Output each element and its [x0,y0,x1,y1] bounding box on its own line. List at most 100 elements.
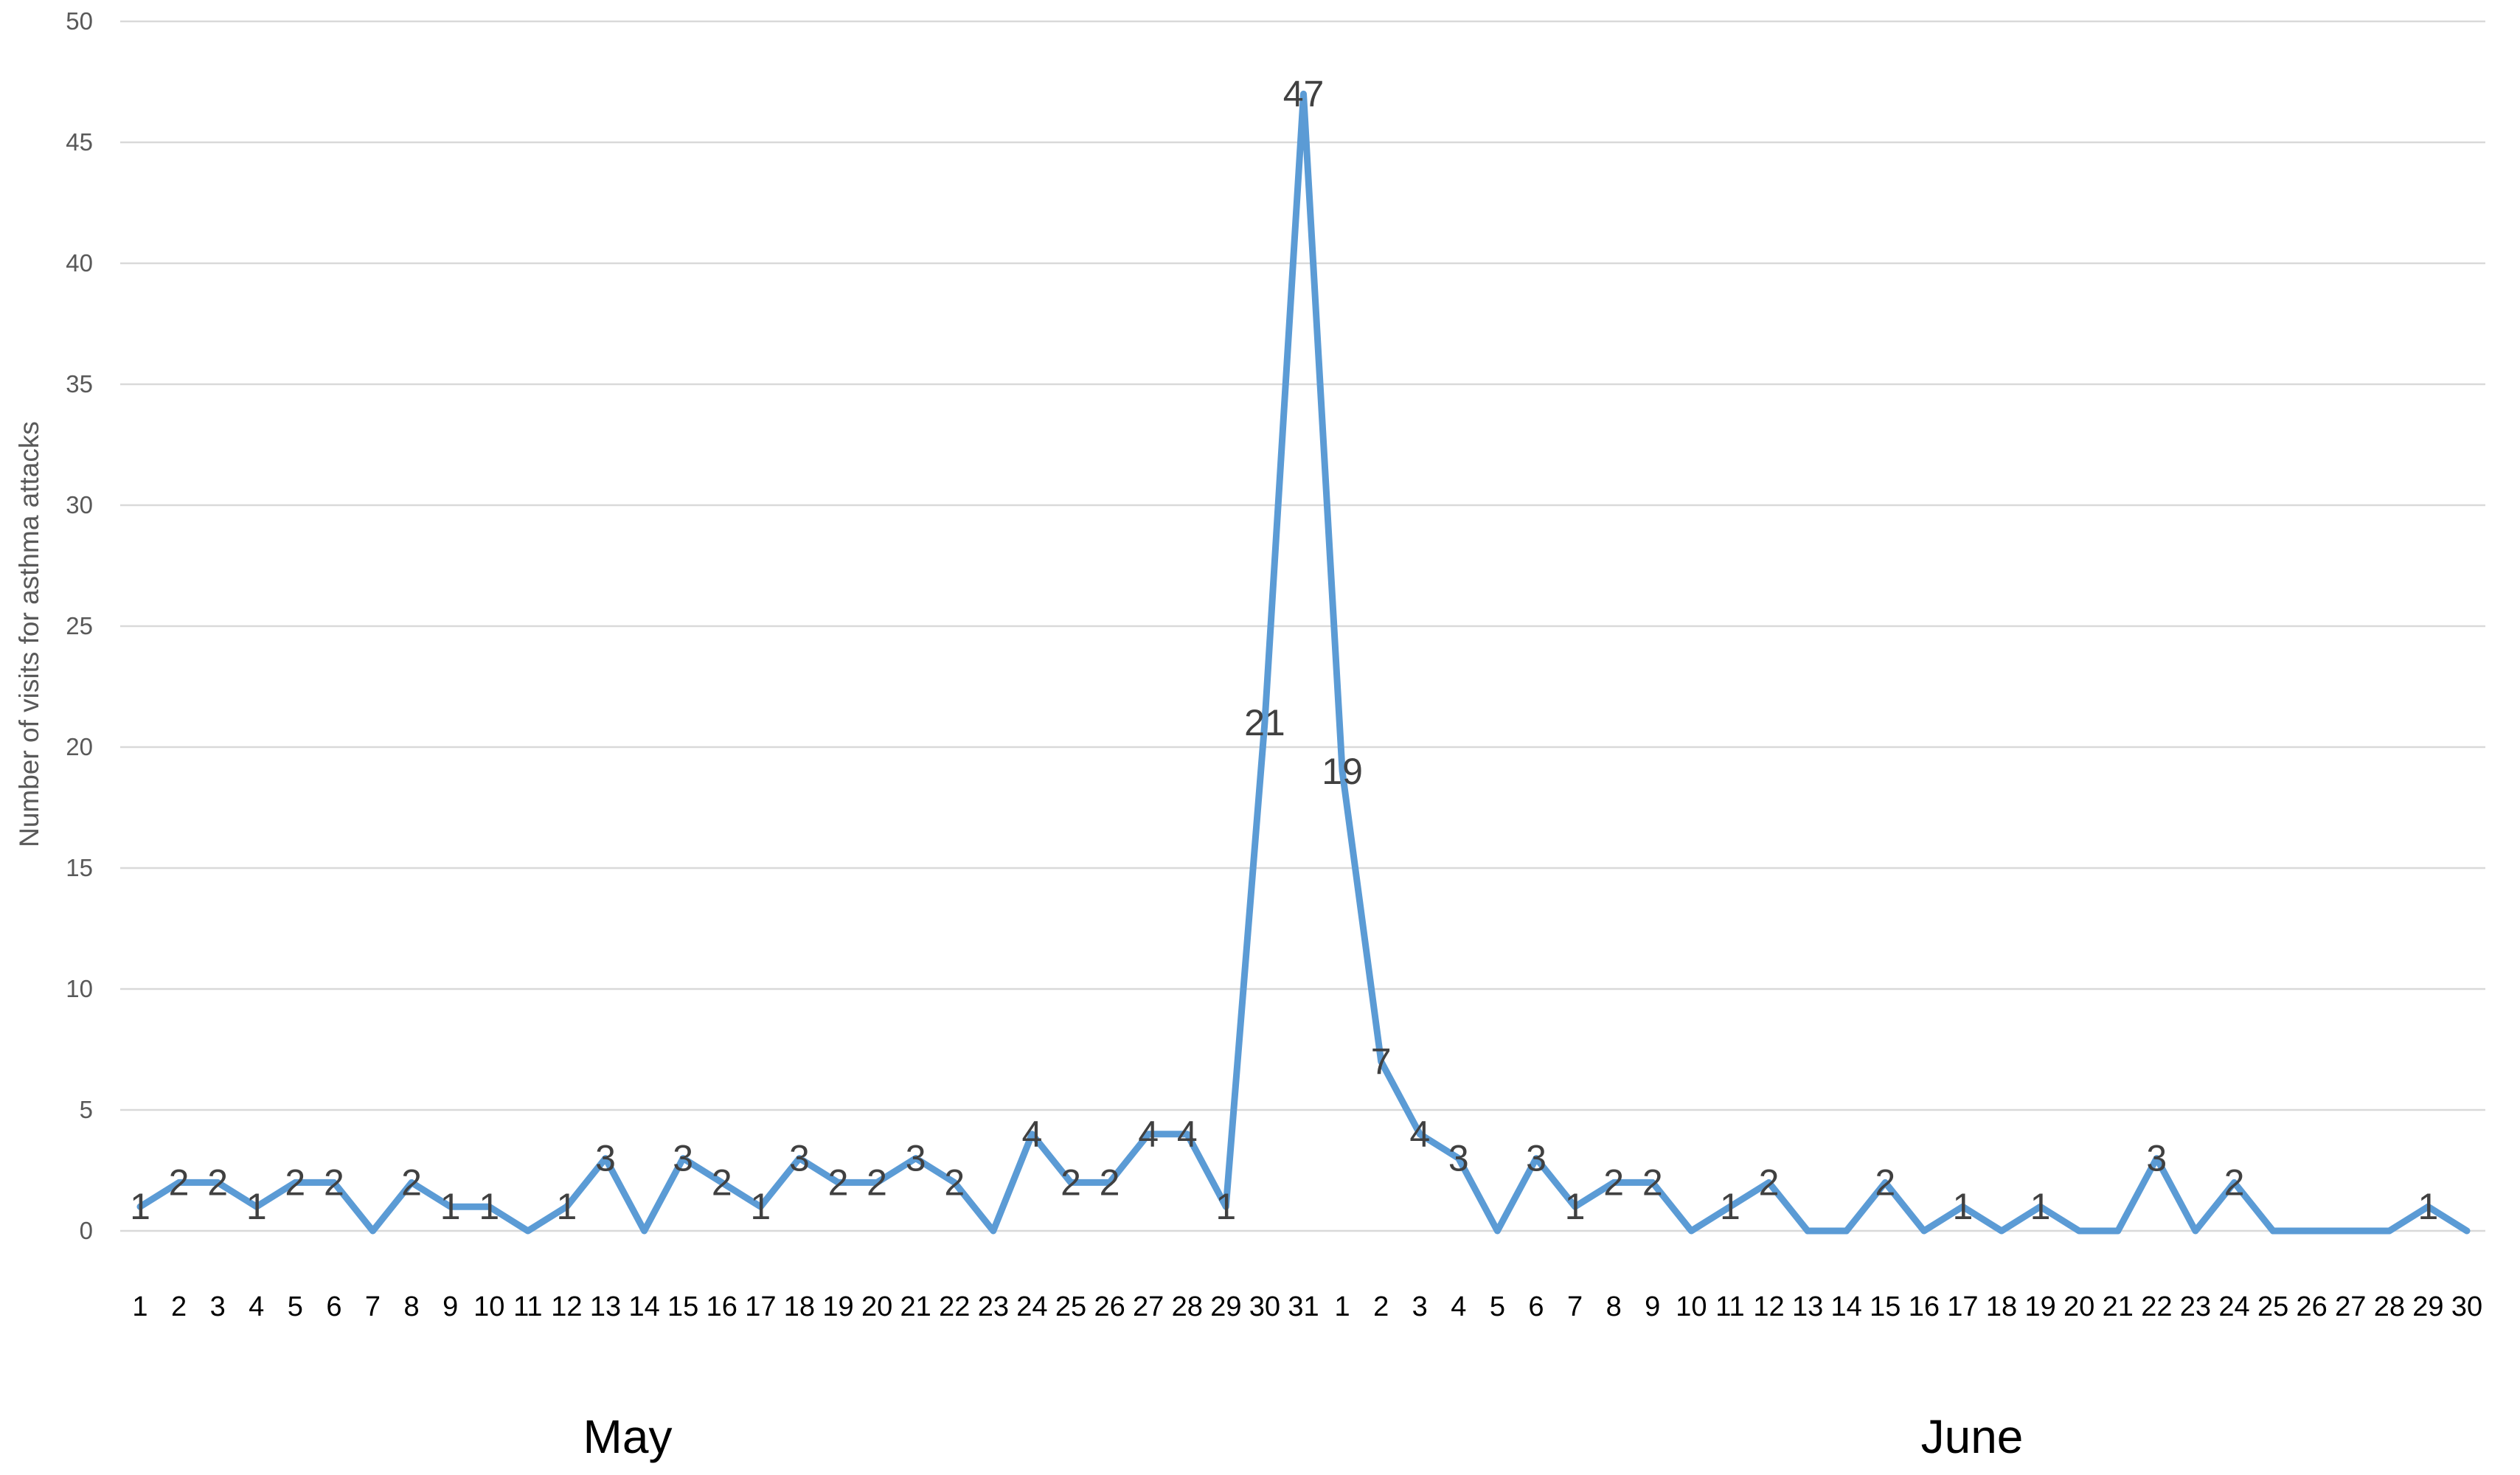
x-tick-label: 7 [365,1291,381,1322]
x-tick-label: 5 [288,1291,303,1322]
x-tick-label: 16 [707,1291,737,1322]
data-label: 2 [1100,1162,1120,1203]
x-tick-label: 2 [1373,1291,1389,1322]
y-tick-label: 45 [66,128,93,156]
data-label: 3 [673,1138,693,1179]
data-label: 2 [324,1162,344,1203]
data-label: 2 [285,1162,305,1203]
data-label: 2 [712,1162,732,1203]
x-tick-label: 16 [1909,1291,1940,1322]
series-line [136,90,2471,1235]
data-label: 1 [2030,1186,2051,1227]
x-tick-label: 19 [2024,1291,2055,1322]
x-tick-label: 8 [404,1291,420,1322]
data-label: 19 [1322,751,1363,792]
x-tick-label: 23 [2180,1291,2211,1322]
data-label: 2 [867,1162,887,1203]
data-label: 1 [557,1186,577,1227]
x-tick-label: 21 [900,1291,931,1322]
data-label: 2 [944,1162,965,1203]
x-tick-label: 26 [1094,1291,1125,1322]
y-tick-label: 0 [80,1217,93,1244]
x-tick-label: 31 [1288,1291,1319,1322]
x-tick-label: 28 [2374,1291,2405,1322]
x-tick-label: 10 [473,1291,504,1322]
x-tick-label: 4 [249,1291,264,1322]
data-label: 2 [1759,1162,1780,1203]
x-tick-label: 11 [513,1291,542,1322]
data-label: 2 [1642,1162,1663,1203]
data-label: 21 [1244,702,1285,743]
x-tick-label: 6 [1528,1291,1544,1322]
data-label: 1 [1215,1186,1236,1227]
data-label: 3 [1448,1138,1469,1179]
data-label: 2 [207,1162,228,1203]
x-tick-label: 9 [1645,1291,1660,1322]
x-tick-label: 15 [667,1291,698,1322]
x-tick-label: 8 [1606,1291,1622,1322]
x-tick-label: 27 [1133,1291,1164,1322]
x-tick-label: 17 [1947,1291,1978,1322]
x-tick-label: 5 [1490,1291,1505,1322]
y-tick-label: 40 [66,249,93,277]
x-tick-label: 2 [171,1291,187,1322]
data-label: 1 [440,1186,461,1227]
x-tick-label: 11 [1715,1291,1744,1322]
x-tick-label: 20 [861,1291,892,1322]
x-tick-label: 10 [1676,1291,1707,1322]
y-tick-label: 50 [66,7,93,35]
y-tick-label: 20 [66,733,93,760]
data-label: 4 [1177,1114,1198,1155]
x-tick-label: 30 [1249,1291,1280,1322]
x-tick-label: 23 [978,1291,1009,1322]
x-tick-label: 14 [628,1291,659,1322]
x-tick-label: 14 [1831,1291,1862,1322]
series-line-path [136,90,2471,1235]
x-tick-label: 20 [2063,1291,2094,1322]
y-tick-label: 5 [80,1096,93,1123]
data-label: 1 [1565,1186,1586,1227]
x-tick-label: 15 [1870,1291,1901,1322]
x-tick-label: 3 [210,1291,226,1322]
data-label: 2 [828,1162,849,1203]
x-tick-label: 18 [1986,1291,2017,1322]
y-tick-label: 15 [66,854,93,881]
data-label: 4 [1138,1114,1159,1155]
x-axis-ticks: 1 2 3 4 5 6 7 8 9 10 11 12 13 14 15 16 17 18 19 20 21 22 23 24 2… [132,1291,2482,1322]
y-axis-label: Number of visits for asthma attacks [14,421,44,847]
x-tick-label: 28 [1172,1291,1203,1322]
x-tick-label: 29 [1210,1291,1241,1322]
x-tick-label: 24 [2218,1291,2249,1322]
month-label-june: June [1921,1410,2024,1463]
x-tick-label: 24 [1016,1291,1047,1322]
y-tick-label: 25 [66,612,93,639]
y-tick-label: 10 [66,975,93,1002]
data-label: 1 [479,1186,499,1227]
data-label: 2 [1603,1162,1624,1203]
x-tick-label: 3 [1412,1291,1428,1322]
x-tick-label: 1 [132,1291,147,1322]
data-label: 4 [1409,1114,1430,1155]
data-label: 3 [1526,1138,1547,1179]
data-label: 2 [169,1162,190,1203]
data-label: 7 [1371,1041,1392,1082]
data-label: 4 [1022,1114,1043,1155]
y-axis-ticks: 0 5 10 15 20 25 30 35 40 45 50 [66,7,93,1244]
x-tick-label: 18 [784,1291,815,1322]
x-tick-label: 29 [2412,1291,2443,1322]
data-label: 2 [1875,1162,1895,1203]
data-label: 3 [2146,1138,2167,1179]
data-label: 1 [1953,1186,1974,1227]
month-label-may: May [583,1410,673,1463]
data-label: 3 [595,1138,616,1179]
data-label: 2 [1061,1162,1081,1203]
x-tick-label: 30 [2451,1291,2482,1322]
data-label: 3 [906,1138,926,1179]
x-tick-label: 25 [1055,1291,1086,1322]
data-label: 1 [2418,1186,2439,1227]
data-label: 47 [1283,73,1325,114]
data-label: 2 [401,1162,422,1203]
x-tick-label: 4 [1451,1291,1466,1322]
